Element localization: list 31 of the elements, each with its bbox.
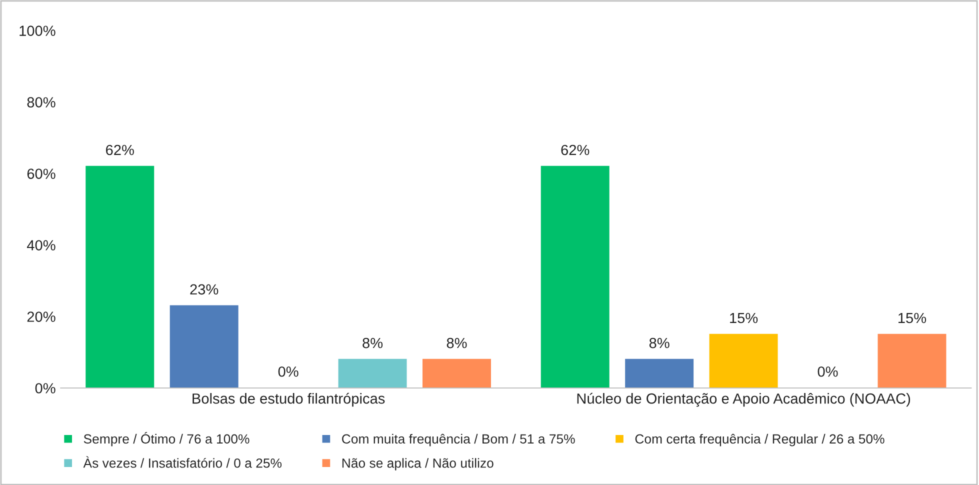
data-label: 62% xyxy=(106,144,134,156)
data-label: 8% xyxy=(446,338,467,348)
y-tick-label: 100% xyxy=(20,26,56,36)
data-label: 15% xyxy=(730,312,758,324)
data-label: 0% xyxy=(818,366,838,377)
bar xyxy=(86,166,154,388)
bar xyxy=(422,358,491,388)
data-label: 8% xyxy=(649,338,670,348)
data-label: 23% xyxy=(190,284,218,295)
y-tick-label: 80% xyxy=(27,97,56,108)
y-tick-label: 0% xyxy=(35,383,56,394)
legend-label: Com muita frequência / Bom / 51 a 75% xyxy=(342,434,575,446)
data-label: 8% xyxy=(362,338,383,348)
legend-label: Com certa frequência / Regular / 26 a 50% xyxy=(635,434,884,446)
legend-label: Sempre / Ótimo / 76 a 100% xyxy=(84,432,250,446)
bar xyxy=(878,334,946,388)
data-label: 0% xyxy=(278,366,298,377)
y-tick-label: 40% xyxy=(26,240,56,250)
y-tick-label: 20% xyxy=(27,312,56,322)
legend-label: Não se aplica / Não utilizo xyxy=(342,458,494,470)
bar xyxy=(625,358,694,388)
y-tick-label: 60% xyxy=(27,168,56,179)
bar xyxy=(709,334,778,388)
legend-label: Às vezes / Insatisfatório / 0 a 25% xyxy=(83,456,282,468)
x-tick-label: Bolsas de estudo filantrópicas xyxy=(192,392,385,407)
bar xyxy=(170,305,238,388)
data-label: 62% xyxy=(561,144,590,156)
x-tick-label: Núcleo de Orientação e Apoio Acadêmico (NOAAC) xyxy=(577,392,910,407)
data-label: 15% xyxy=(898,312,926,324)
bar xyxy=(540,166,610,388)
bar xyxy=(338,358,407,388)
